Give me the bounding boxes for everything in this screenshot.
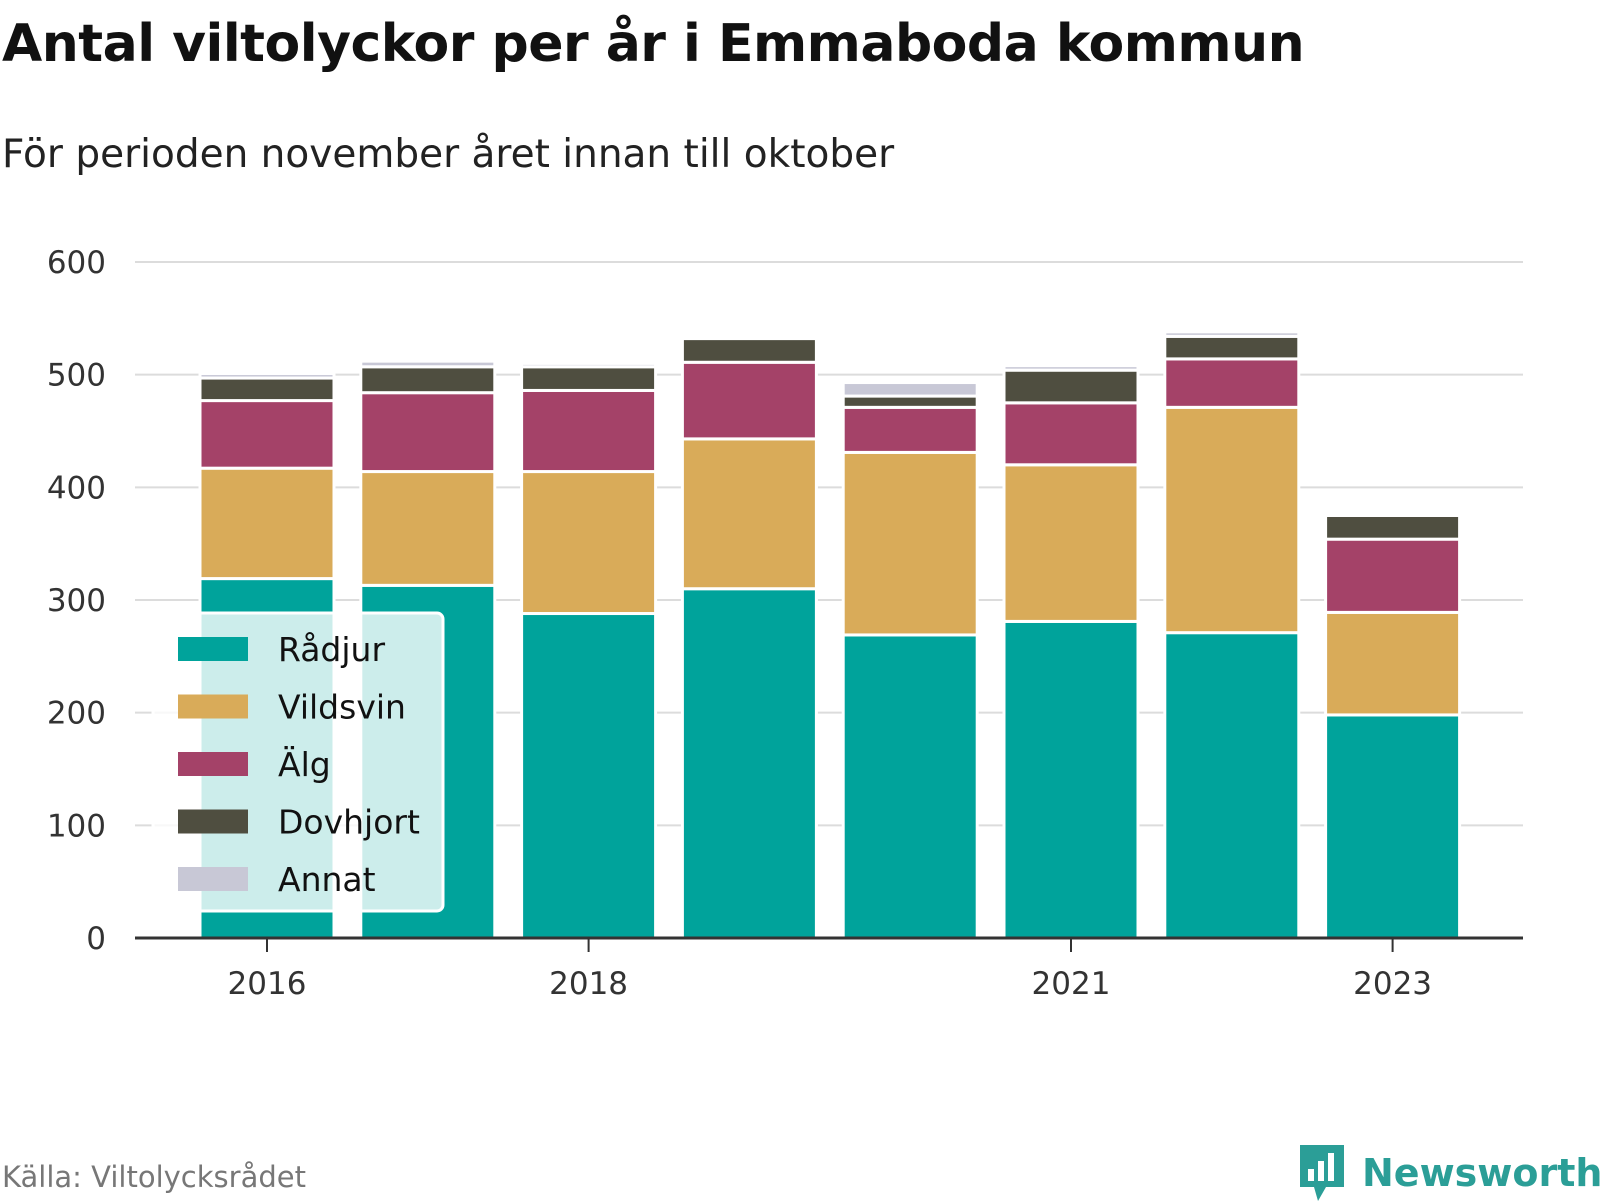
- bar-segment: [680, 437, 818, 591]
- bar-segment: [680, 360, 818, 441]
- bar-segment: [1324, 537, 1462, 614]
- bar-segment: [520, 470, 658, 616]
- bar-segment: [359, 470, 497, 587]
- bar-segment: [198, 376, 336, 403]
- bar-segment: [841, 450, 979, 637]
- bar-segment: [1163, 334, 1301, 361]
- axes: 0 100 200 300 400 500 600 2016 2018 2021 2023: [47, 245, 1523, 1002]
- chart-title: Antal viltolyckor per år i Emmaboda komm…: [2, 14, 1305, 74]
- bar-segment: [359, 359, 497, 369]
- y-tick-label: 500: [47, 358, 106, 394]
- bar-segment: [841, 394, 979, 409]
- bar-segment: [198, 372, 336, 380]
- bar-segment: [359, 365, 497, 395]
- legend: Rådjur Vildsvin Älg Dovhjort Annat: [151, 611, 445, 913]
- bar-segment: [841, 405, 979, 454]
- bar-stack: [520, 361, 658, 940]
- legend-swatch: [178, 809, 248, 834]
- bar-segment: [841, 633, 979, 940]
- y-tick-label: 300: [47, 583, 106, 619]
- legend-label: Älg: [278, 745, 331, 784]
- legend-swatch: [178, 752, 248, 776]
- legend-label: Vildsvin: [278, 688, 406, 727]
- bar-segment: [1324, 514, 1462, 541]
- legend-label: Rådjur: [278, 630, 385, 669]
- bar-segment: [1002, 619, 1140, 940]
- bar-stack: [680, 337, 818, 940]
- y-tick-label: 600: [47, 245, 106, 281]
- bar-stack: [841, 381, 979, 940]
- legend-label: Dovhjort: [278, 803, 420, 842]
- y-tick-label: 200: [47, 696, 106, 732]
- y-tick-label: 0: [86, 921, 106, 957]
- bar-segment: [1163, 405, 1301, 635]
- bar-segment: [1002, 401, 1140, 467]
- bar-segment: [198, 466, 336, 581]
- bar-segment: [1324, 713, 1462, 940]
- bar-segment: [1324, 610, 1462, 717]
- x-tick-label: 2021: [1032, 966, 1111, 1002]
- y-tick-label: 100: [47, 808, 106, 844]
- bar-stack: [1002, 364, 1140, 940]
- chart-subtitle: För perioden november året innan till ok…: [2, 132, 895, 177]
- legend-swatch: [178, 637, 248, 661]
- bar-segment: [198, 399, 336, 470]
- brand-name: Newsworthy: [1362, 1151, 1600, 1195]
- bar-segment: [1163, 330, 1301, 338]
- bar-segment: [520, 388, 658, 474]
- legend-swatch: [178, 867, 248, 891]
- bar-segment: [1163, 357, 1301, 409]
- bar-segment: [359, 391, 497, 474]
- x-tick-label: 2023: [1353, 966, 1432, 1002]
- brand: Newsworthy: [1296, 1143, 1600, 1203]
- legend-swatch: [178, 694, 248, 719]
- x-tick-label: 2016: [228, 966, 307, 1002]
- bar-segment: [841, 381, 979, 398]
- bar-segment: [680, 337, 818, 364]
- source-note: Källa: Viltolycksrådet: [2, 1160, 306, 1194]
- bar-stack: [1324, 514, 1462, 940]
- bar-segment: [1002, 364, 1140, 372]
- bar-segment: [680, 587, 818, 940]
- x-tick-label: 2018: [549, 966, 628, 1002]
- y-tick-label: 400: [47, 470, 106, 506]
- newsworthy-logo-icon: [1300, 1145, 1344, 1201]
- bar-segment: [1002, 463, 1140, 623]
- bar-segment: [520, 612, 658, 940]
- bar-stack: [1163, 330, 1301, 940]
- bar-segment: [520, 365, 658, 392]
- bar-segment: [520, 361, 658, 369]
- bar-segment: [1163, 631, 1301, 940]
- legend-label: Annat: [278, 860, 376, 899]
- bar-segment: [1002, 368, 1140, 405]
- legend-box: [151, 611, 445, 913]
